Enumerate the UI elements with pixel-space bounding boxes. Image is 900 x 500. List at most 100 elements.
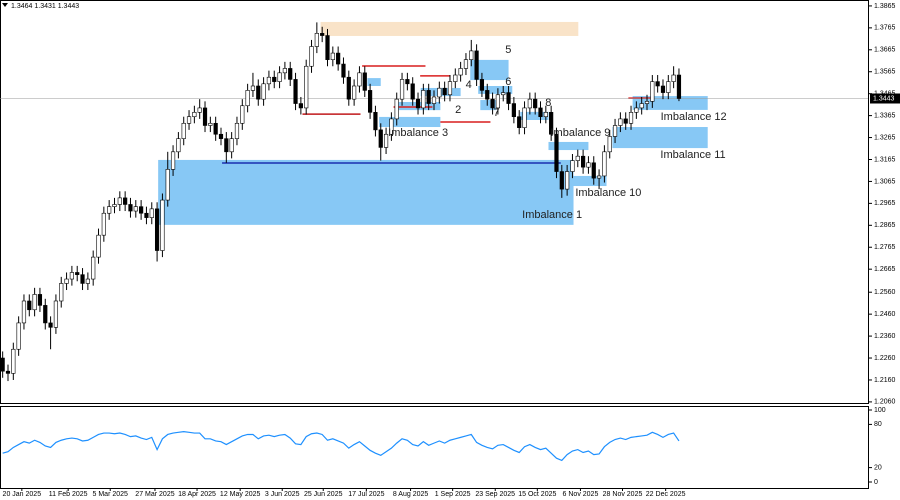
candle-body xyxy=(59,283,64,302)
candle-body xyxy=(48,322,53,328)
candle-body xyxy=(64,278,69,284)
candle-body xyxy=(671,74,676,82)
candle-body xyxy=(229,138,234,153)
x-tick-label: 12 May 2025 xyxy=(220,491,261,498)
candle-body xyxy=(479,79,485,91)
candle-body xyxy=(53,300,59,328)
candle-body xyxy=(165,169,170,201)
candle-body xyxy=(410,83,415,100)
x-tick-label: 11 Feb 2025 xyxy=(49,491,88,498)
x-tick-label: 28 Nov 2025 xyxy=(603,491,643,498)
candle-body xyxy=(75,272,80,275)
candle-body xyxy=(43,305,48,324)
candle-body xyxy=(309,46,314,67)
x-tick-label: 17 Jul 2025 xyxy=(348,491,384,498)
candle-body xyxy=(447,81,453,96)
candle-body xyxy=(314,33,319,47)
candle-body xyxy=(543,112,548,118)
candle-body xyxy=(320,33,325,36)
x-tick-label: 6 Nov 2025 xyxy=(563,491,599,498)
candle-body xyxy=(511,103,516,118)
x-tick-label: 5 Mar 2025 xyxy=(93,491,129,498)
candle-body xyxy=(224,138,229,153)
x-tick-label: 27 Mar 2025 xyxy=(135,491,174,498)
candle-body xyxy=(144,212,149,218)
candle-body xyxy=(208,122,213,126)
zone xyxy=(470,59,509,81)
y-tick-label: 1.2160 xyxy=(874,377,896,384)
zone xyxy=(158,159,574,225)
y-tick-label: 1.3165 xyxy=(874,156,896,163)
candle-body xyxy=(37,294,43,306)
candle-body xyxy=(399,79,405,100)
candle-body xyxy=(21,300,27,324)
candle-body xyxy=(559,171,564,190)
candle-body xyxy=(618,118,623,126)
candle-body xyxy=(575,155,580,161)
zone xyxy=(478,85,513,94)
y-tick-label: 1.3565 xyxy=(874,69,896,76)
zone xyxy=(520,111,549,121)
candle-body xyxy=(362,72,367,91)
candle-body xyxy=(538,107,543,118)
candle-body xyxy=(367,90,373,113)
rsi-tick-label: 20 xyxy=(874,464,882,471)
candle-body xyxy=(16,322,21,350)
candle-body xyxy=(128,204,133,212)
y-tick-label: 1.3265 xyxy=(874,134,896,141)
zone xyxy=(367,78,381,86)
candle-body xyxy=(304,65,309,109)
zone xyxy=(320,21,579,36)
zone-label: Imbalance 9 xyxy=(550,127,610,139)
zone xyxy=(562,175,607,187)
candle-body xyxy=(485,90,490,100)
y-tick-label: 1.3065 xyxy=(874,178,896,185)
candle-body xyxy=(458,68,463,76)
x-tick-label: 20 Jan 2025 xyxy=(3,491,42,498)
candle-body xyxy=(474,50,479,80)
candle-body xyxy=(639,103,644,109)
candle-body xyxy=(192,112,197,118)
candle-body xyxy=(123,197,128,205)
candle-body xyxy=(11,348,16,374)
candle-body xyxy=(352,85,357,100)
candle-body xyxy=(0,357,5,372)
candle-body xyxy=(139,206,144,214)
candle-body xyxy=(394,98,399,120)
candle-body xyxy=(101,212,106,236)
candle-body xyxy=(133,206,138,212)
candle-body xyxy=(272,76,277,82)
price-pane xyxy=(0,0,869,404)
candle-body xyxy=(293,79,298,104)
rsi-line xyxy=(2,430,680,462)
y-tick-label: 1.2560 xyxy=(874,289,896,296)
candle-body xyxy=(357,72,362,87)
candle-body xyxy=(517,116,522,128)
candle-body xyxy=(565,171,570,190)
candle-body xyxy=(581,155,586,168)
candle-body xyxy=(437,87,442,98)
candle-body xyxy=(405,79,410,85)
candle-body xyxy=(623,118,628,124)
y-tick-label: 1.2260 xyxy=(874,355,896,362)
candle-body xyxy=(383,133,389,148)
zone xyxy=(379,116,441,128)
current-price-label: 1.3443 xyxy=(873,95,895,102)
y-tick-label: 1.3365 xyxy=(874,112,896,119)
candle-body xyxy=(213,122,218,135)
candle-body xyxy=(341,63,346,78)
candle-body xyxy=(490,98,495,109)
candle-body xyxy=(336,52,341,65)
candle-body xyxy=(218,133,224,139)
candle-body xyxy=(197,107,202,113)
y-tick-label: 1.3865 xyxy=(874,3,896,10)
candle-body xyxy=(91,256,96,280)
candle-body xyxy=(506,92,511,104)
candle-body xyxy=(533,98,538,109)
candle-body xyxy=(650,81,655,102)
candle-body xyxy=(495,94,501,109)
y-tick-label: 1.2360 xyxy=(874,333,896,340)
x-tick-label: 23 Sep 2025 xyxy=(475,491,515,498)
